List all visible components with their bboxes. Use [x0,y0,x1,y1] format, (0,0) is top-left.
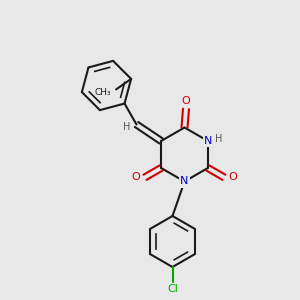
Text: Cl: Cl [167,284,178,295]
Text: O: O [132,172,140,182]
Text: H: H [215,134,222,145]
Text: N: N [204,136,212,146]
Text: O: O [182,95,190,106]
Text: O: O [228,172,237,182]
Text: N: N [180,176,189,187]
Text: CH₃: CH₃ [94,88,111,97]
Text: H: H [123,122,130,133]
